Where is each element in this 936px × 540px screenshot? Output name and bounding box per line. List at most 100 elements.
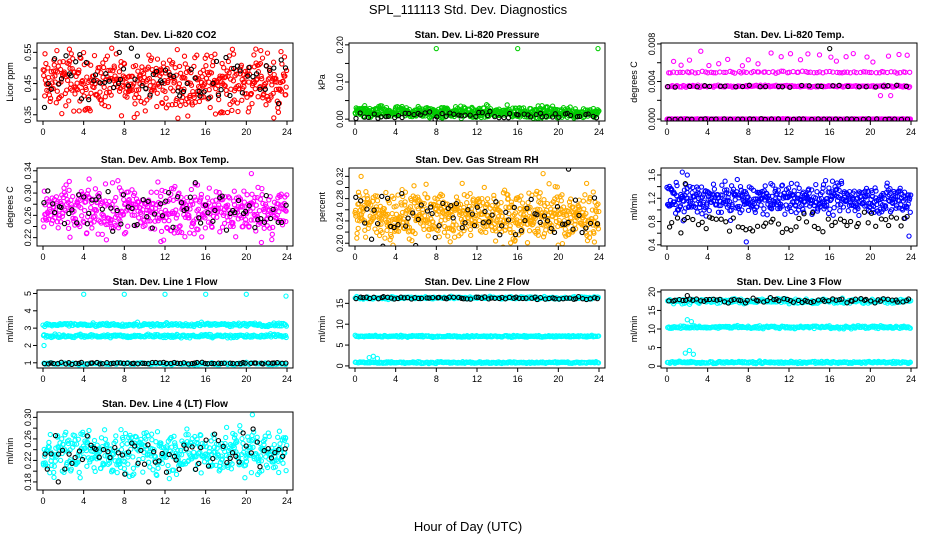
data-point [430,219,436,225]
data-point [378,221,384,227]
data-point [159,213,166,219]
data-point [464,200,470,206]
data-point [522,217,528,224]
data-point [144,97,150,103]
data-point [162,88,168,95]
data-point [384,195,391,201]
data-point [278,191,284,197]
data-point [583,180,590,187]
data-point [482,208,488,215]
data-point [462,220,468,226]
data-point [686,57,693,63]
data-point [459,225,465,231]
data-point [83,86,89,93]
data-point [881,69,887,75]
data-point [198,191,205,198]
data-point [487,108,493,115]
data-point [154,103,160,110]
data-point [74,80,80,86]
data-point [222,83,228,89]
data-point [76,67,82,73]
data-point [108,361,114,367]
data-point [829,222,835,229]
data-point [129,212,135,218]
data-point [689,116,695,121]
data-point [74,220,80,226]
data-point [775,116,782,121]
data-point [141,100,147,106]
data-point [86,210,92,217]
data-point [264,50,271,56]
data-point [507,240,514,246]
data-point [221,210,227,216]
data-point [230,78,237,84]
data-point [240,204,246,210]
data-point [507,226,513,232]
plot-frame [36,289,294,369]
data-point [225,194,232,200]
data-point [800,189,806,195]
points [40,45,290,121]
x-tick-label: 20 [553,252,563,262]
x-tick-label: 0 [352,127,357,137]
data-point [253,71,260,77]
data-point [147,218,153,224]
data-point [713,116,719,121]
data-point [674,215,681,221]
x-tick-label: 16 [513,127,523,137]
data-point [150,71,156,78]
data-point [103,71,109,77]
data-point [178,200,185,206]
data-point [805,69,811,76]
data-point [839,70,845,76]
data-point [467,112,473,118]
data-point [107,67,113,73]
data-point [582,192,588,198]
data-point [235,197,242,204]
data-point [552,111,558,117]
data-point [259,76,265,82]
data-point [81,291,87,297]
data-point [48,220,55,227]
data-point [278,219,285,226]
data-point [826,185,832,191]
data-point [147,92,153,98]
data-point [558,198,564,204]
data-point [241,188,247,194]
data-point [534,211,540,218]
data-point [271,65,277,71]
data-point [746,82,752,88]
data-point [216,96,222,103]
data-point [568,196,574,202]
data-point [149,359,155,366]
data-point [283,92,289,98]
data-point [467,221,473,227]
data-point [205,210,211,216]
points [664,169,914,245]
data-point [667,70,673,76]
data-point [258,239,265,246]
data-point [883,216,889,223]
panel-title: Stan. Dev. Li-820 Pressure [415,30,540,41]
data-point [219,193,225,199]
data-point [720,192,726,198]
data-point [77,51,83,58]
data-point [499,213,505,220]
x-tick-label: 20 [241,127,251,137]
data-point [855,205,861,212]
data-point [436,223,442,229]
data-point [471,222,478,229]
data-point [698,184,705,190]
data-point [159,187,165,194]
data-point [449,212,455,219]
data-point [800,116,807,121]
data-point [136,215,142,221]
data-point [769,206,775,212]
data-point [596,108,602,114]
data-point [138,211,144,217]
data-point [898,223,904,229]
data-point [235,82,242,89]
data-point [796,215,802,222]
series [40,291,290,368]
data-point [124,94,130,100]
